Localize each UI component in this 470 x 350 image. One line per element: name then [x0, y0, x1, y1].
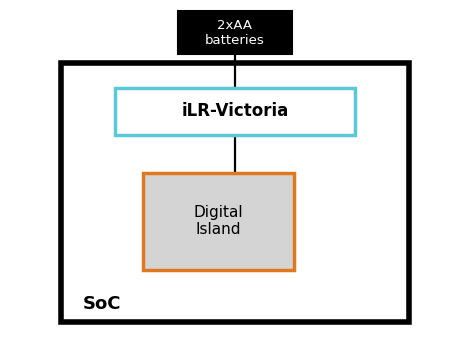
FancyBboxPatch shape [143, 173, 294, 270]
FancyBboxPatch shape [115, 88, 355, 135]
Text: Digital
Island: Digital Island [194, 205, 243, 237]
FancyBboxPatch shape [61, 63, 409, 322]
Text: 2xAA
batteries: 2xAA batteries [205, 19, 265, 47]
FancyBboxPatch shape [178, 10, 292, 54]
Text: SoC: SoC [82, 295, 121, 313]
Text: iLR-Victoria: iLR-Victoria [181, 102, 289, 120]
